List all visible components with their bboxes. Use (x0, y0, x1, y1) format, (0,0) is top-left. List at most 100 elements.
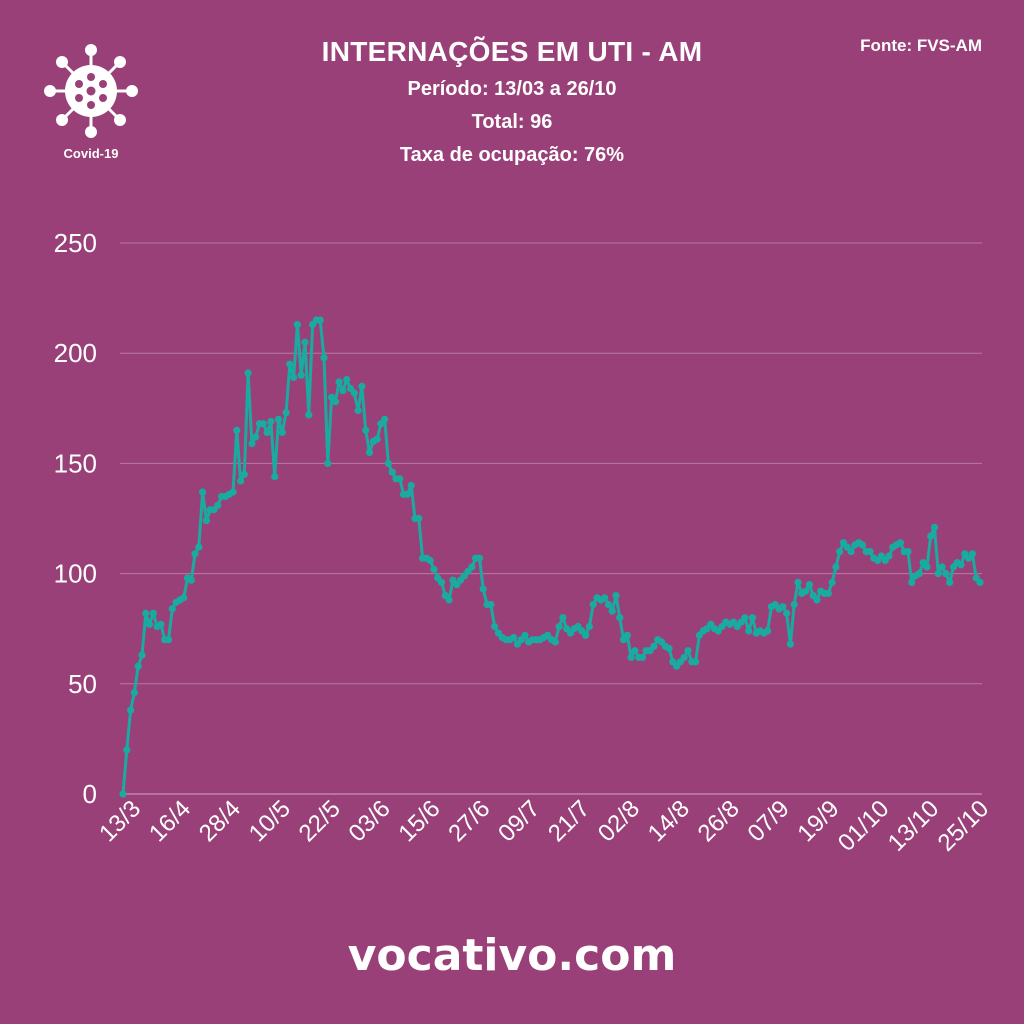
data-point (119, 790, 127, 798)
data-point (794, 578, 802, 587)
data-point (142, 609, 150, 617)
total-label: Total: 96 (471, 111, 553, 133)
x-tick-label: 10/5 (244, 795, 296, 847)
data-point (195, 543, 203, 551)
chart-title: INTERNAÇÕES EM UTI - AM (321, 36, 703, 67)
x-tick-label: 01/10 (833, 795, 895, 857)
data-point (278, 428, 286, 437)
data-point (824, 589, 832, 598)
data-point (680, 653, 688, 662)
data-point (802, 587, 810, 595)
data-point (475, 554, 484, 562)
data-point (783, 609, 791, 617)
data-point (779, 603, 787, 611)
data-point (946, 578, 954, 587)
data-point (343, 376, 351, 384)
data-point (627, 653, 635, 662)
data-point (388, 468, 396, 476)
data-point (437, 578, 446, 587)
occupancy-label: Taxa de ocupação: 76% (399, 144, 625, 166)
series-line (121, 318, 982, 795)
data-point (214, 501, 222, 509)
data-point (942, 570, 950, 578)
data-point (631, 647, 639, 655)
data-point (229, 488, 237, 496)
x-tick-label: 16/4 (144, 795, 196, 847)
data-point (335, 378, 343, 386)
data-point (157, 620, 165, 628)
x-tick-label: 25/10 (933, 795, 995, 857)
data-point (286, 360, 294, 368)
data-point (130, 689, 138, 697)
data-point (123, 746, 131, 754)
data-point (551, 638, 559, 646)
data-point (786, 640, 795, 648)
data-point (290, 373, 298, 381)
data-point (138, 651, 146, 659)
footer-site: vocativo.com (347, 930, 677, 981)
data-point (271, 473, 279, 481)
data-point (202, 517, 210, 525)
x-tick-label: 22/5 (294, 795, 346, 847)
data-point (430, 565, 438, 573)
data-point (350, 389, 358, 397)
data-point (331, 398, 339, 406)
data-point (938, 563, 946, 571)
data-point (813, 596, 821, 604)
data-point (426, 556, 434, 565)
y-tick-label: 50 (68, 669, 97, 699)
data-point (521, 631, 529, 639)
data-point (745, 627, 753, 635)
data-point (381, 415, 389, 423)
data-point (168, 605, 176, 613)
data-point (805, 581, 814, 589)
data-point (445, 596, 453, 604)
data-point (790, 600, 798, 609)
data-point (187, 576, 195, 584)
data-point (316, 316, 324, 324)
data-point (904, 548, 912, 556)
x-tick-label: 02/8 (593, 795, 645, 847)
series-points (119, 316, 984, 798)
data-point (623, 631, 631, 639)
data-point (509, 633, 518, 642)
data-point (832, 563, 840, 571)
data-point (601, 594, 609, 602)
data-point (233, 426, 241, 434)
data-point (252, 433, 260, 441)
y-tick-label: 0 (83, 779, 97, 809)
data-point (923, 563, 931, 571)
data-point (927, 532, 935, 540)
data-point (248, 440, 256, 448)
data-point (305, 411, 313, 419)
data-point (828, 578, 836, 587)
data-point (741, 614, 749, 622)
data-point (491, 622, 499, 631)
data-point (589, 600, 597, 609)
data-point (866, 548, 874, 556)
data-point (180, 594, 188, 602)
data-point (968, 550, 977, 558)
data-point (976, 578, 984, 587)
data-point (244, 369, 252, 377)
data-point (145, 620, 154, 628)
data-point (407, 481, 415, 489)
logo-caption: Covid-19 (63, 146, 119, 161)
data-point (487, 600, 495, 609)
data-point (199, 488, 207, 496)
data-point (301, 338, 309, 346)
data-point (885, 552, 893, 560)
data-point (748, 614, 757, 622)
x-tick-label: 09/7 (493, 795, 545, 847)
data-point (847, 548, 855, 556)
chart-grid (120, 242, 982, 795)
data-point (915, 570, 923, 578)
data-point (134, 662, 142, 670)
y-tick-label: 150 (54, 448, 97, 478)
data-point (858, 541, 867, 549)
x-tick-label: 13/10 (883, 795, 945, 857)
data-point (127, 706, 135, 714)
x-tick-label: 28/4 (194, 795, 246, 847)
data-point (930, 523, 939, 531)
